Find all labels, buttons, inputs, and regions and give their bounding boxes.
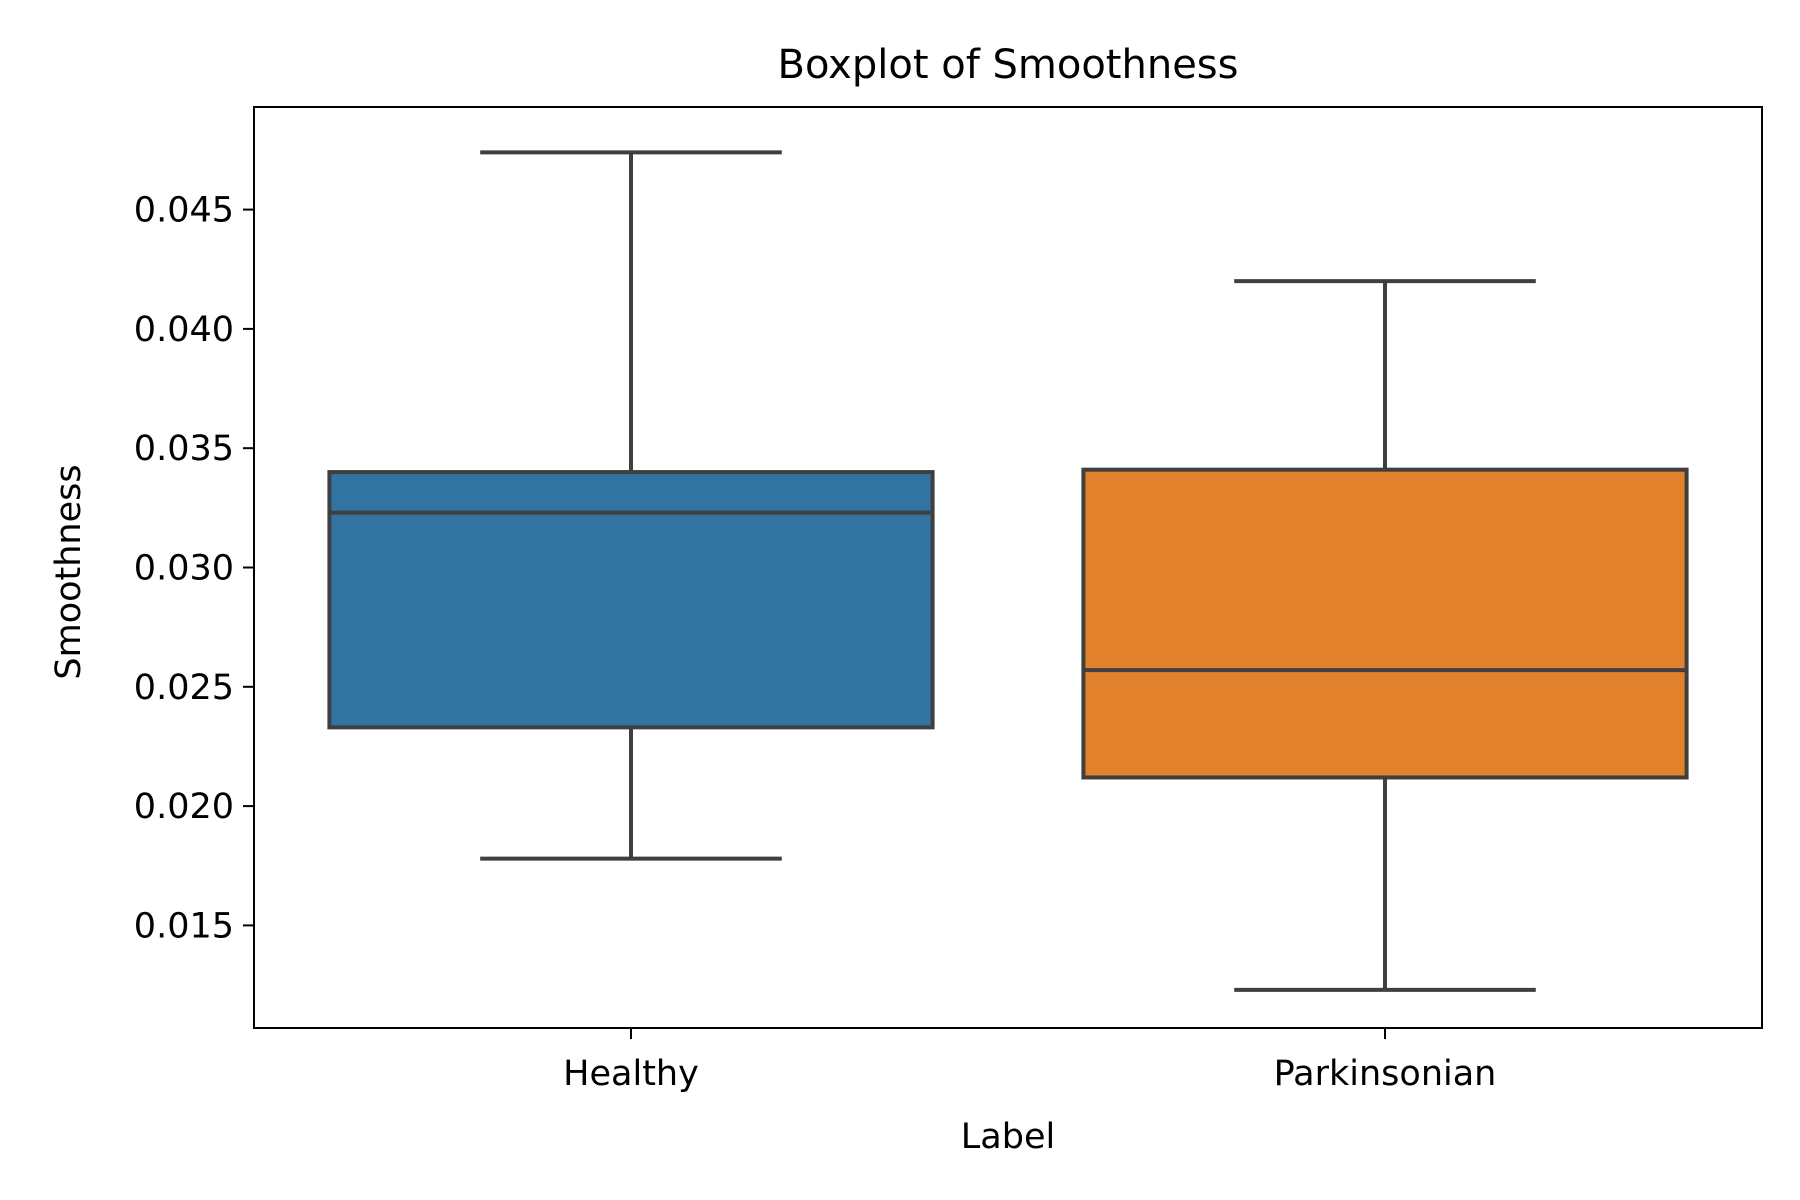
chart-title: Boxplot of Smoothness (778, 42, 1239, 88)
plot-area: 0.015 0.020 0.025 0.030 0.035 0.040 0.045 Healt… (134, 106, 1763, 1094)
y-tick-label: 0.030 (134, 549, 234, 589)
y-tick-label: 0.015 (134, 906, 234, 946)
y-axis-label: Smoothness (49, 464, 89, 679)
y-tick-label: 0.025 (134, 668, 234, 708)
y-tick-label: 0.045 (134, 191, 234, 231)
box-parkinsonian (1081, 467, 1689, 780)
y-tick-label: 0.035 (134, 429, 234, 469)
y-tick-label: 0.040 (134, 310, 234, 350)
plot-frame (253, 106, 1763, 1029)
x-axis-label: Label (961, 1117, 1055, 1157)
x-tick-label: Healthy (563, 1054, 699, 1094)
x-tick-label: Parkinsonian (1274, 1054, 1497, 1094)
box-healthy (327, 470, 935, 730)
y-tick-label: 0.020 (134, 787, 234, 827)
